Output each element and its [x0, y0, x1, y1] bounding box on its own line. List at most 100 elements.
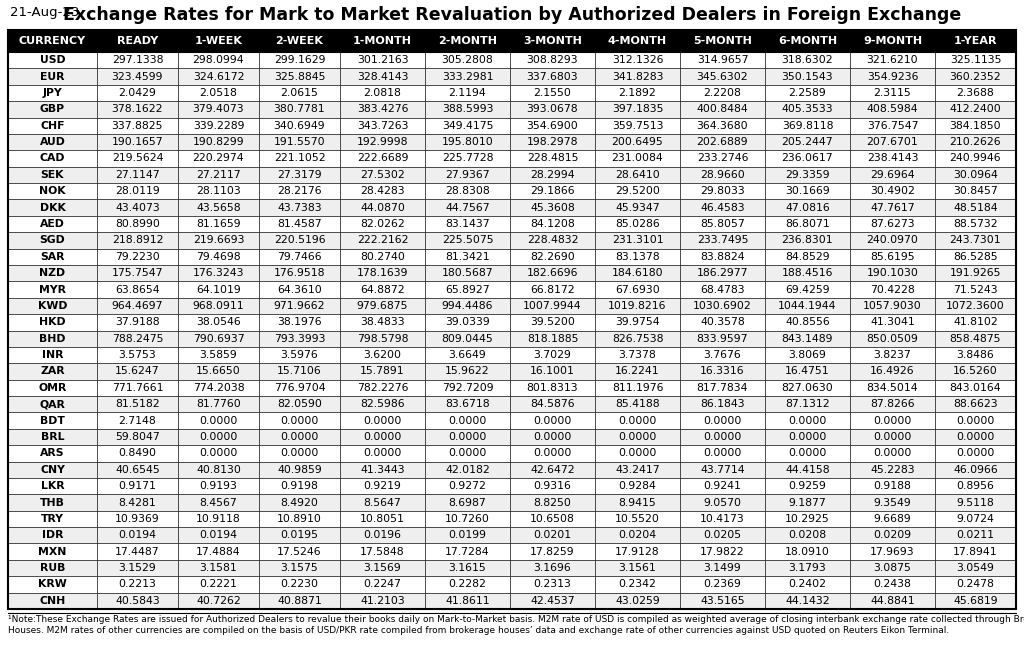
Text: 18.0910: 18.0910 — [785, 547, 829, 556]
Bar — [765, 380, 850, 396]
Bar — [595, 281, 680, 298]
Bar — [340, 314, 425, 331]
Text: 0.0208: 0.0208 — [788, 531, 826, 540]
Text: 15.6247: 15.6247 — [115, 366, 160, 377]
Text: 27.5302: 27.5302 — [360, 170, 404, 180]
Text: 16.1001: 16.1001 — [530, 366, 574, 377]
Bar — [425, 445, 510, 461]
Bar — [340, 593, 425, 609]
Text: 28.1103: 28.1103 — [197, 186, 241, 196]
Bar — [425, 183, 510, 199]
Bar — [850, 527, 935, 543]
Text: 17.4884: 17.4884 — [197, 547, 241, 556]
Bar — [178, 248, 259, 265]
Text: 0.8490: 0.8490 — [119, 448, 157, 458]
Bar — [850, 347, 935, 363]
Text: 379.4073: 379.4073 — [193, 104, 245, 115]
Text: 27.1147: 27.1147 — [115, 170, 160, 180]
Text: 29.8033: 29.8033 — [700, 186, 744, 196]
Bar — [935, 52, 1016, 69]
Text: 0.0000: 0.0000 — [364, 448, 401, 458]
Text: LKR: LKR — [41, 481, 65, 491]
Bar — [765, 494, 850, 510]
Text: 340.6949: 340.6949 — [273, 121, 326, 131]
Text: 46.4583: 46.4583 — [700, 203, 744, 213]
Bar — [340, 445, 425, 461]
Text: 17.8941: 17.8941 — [953, 547, 997, 556]
Bar — [97, 331, 178, 347]
Text: 3.7029: 3.7029 — [534, 350, 571, 360]
Bar — [595, 363, 680, 380]
Text: 793.3993: 793.3993 — [273, 334, 326, 344]
Text: 15.6650: 15.6650 — [197, 366, 241, 377]
Bar — [425, 478, 510, 494]
Text: 3.1581: 3.1581 — [200, 563, 238, 573]
Text: 87.8266: 87.8266 — [870, 399, 914, 409]
Bar — [765, 248, 850, 265]
Text: 0.0201: 0.0201 — [534, 531, 571, 540]
Bar — [340, 69, 425, 85]
Text: 2.3115: 2.3115 — [873, 88, 911, 98]
Text: 3.1569: 3.1569 — [364, 563, 401, 573]
Text: 64.1019: 64.1019 — [197, 285, 241, 294]
Text: 44.1432: 44.1432 — [785, 596, 829, 606]
Bar — [8, 281, 97, 298]
Text: 30.4902: 30.4902 — [870, 186, 914, 196]
Bar — [595, 478, 680, 494]
Text: 188.4516: 188.4516 — [781, 268, 834, 278]
Text: 10.4173: 10.4173 — [700, 514, 744, 524]
Text: 8.4920: 8.4920 — [281, 498, 318, 507]
Bar — [595, 593, 680, 609]
Bar — [178, 543, 259, 560]
Text: NZD: NZD — [39, 268, 66, 278]
Bar — [340, 412, 425, 429]
Bar — [97, 232, 178, 248]
Text: 191.9265: 191.9265 — [949, 268, 1001, 278]
Text: 0.9272: 0.9272 — [449, 481, 486, 491]
Bar — [178, 216, 259, 232]
Text: 333.2981: 333.2981 — [441, 72, 494, 82]
Bar — [765, 265, 850, 281]
Bar — [178, 232, 259, 248]
Text: 42.0182: 42.0182 — [445, 465, 489, 475]
Bar — [935, 298, 1016, 314]
Text: 994.4486: 994.4486 — [441, 301, 494, 311]
Bar — [510, 331, 595, 347]
Text: 2.7148: 2.7148 — [119, 415, 157, 426]
Bar — [850, 494, 935, 510]
Bar — [178, 445, 259, 461]
Bar — [850, 248, 935, 265]
Text: 79.4698: 79.4698 — [197, 252, 241, 262]
Bar — [510, 281, 595, 298]
Bar — [765, 150, 850, 167]
Bar — [8, 314, 97, 331]
Text: 360.2352: 360.2352 — [949, 72, 1001, 82]
Text: 28.2994: 28.2994 — [530, 170, 574, 180]
Bar — [935, 134, 1016, 150]
Text: ¹Note:These Exchange Rates are issued for Authorized Dealers to revalue their bo: ¹Note:These Exchange Rates are issued fo… — [8, 615, 1024, 624]
Bar — [680, 494, 765, 510]
Bar — [340, 150, 425, 167]
Text: 0.9171: 0.9171 — [119, 481, 157, 491]
Bar — [510, 232, 595, 248]
Text: Houses. M2M rates of other currencies are compiled on the basis of USD/PKR rate : Houses. M2M rates of other currencies ar… — [8, 626, 949, 635]
Bar — [178, 167, 259, 183]
Text: 3.8069: 3.8069 — [788, 350, 826, 360]
Bar — [97, 150, 178, 167]
Bar — [680, 560, 765, 576]
Bar — [765, 134, 850, 150]
Text: 354.9236: 354.9236 — [866, 72, 919, 82]
Text: 0.0000: 0.0000 — [618, 415, 656, 426]
Bar — [97, 593, 178, 609]
Bar — [178, 69, 259, 85]
Text: 0.0205: 0.0205 — [703, 531, 741, 540]
Text: 10.6508: 10.6508 — [530, 514, 574, 524]
Text: 79.2230: 79.2230 — [115, 252, 160, 262]
Text: 80.8990: 80.8990 — [115, 219, 160, 229]
Bar — [259, 52, 340, 69]
Bar — [340, 576, 425, 593]
Text: 3.1561: 3.1561 — [618, 563, 656, 573]
Bar — [425, 298, 510, 314]
Bar — [97, 30, 178, 52]
Text: 3.1793: 3.1793 — [788, 563, 826, 573]
